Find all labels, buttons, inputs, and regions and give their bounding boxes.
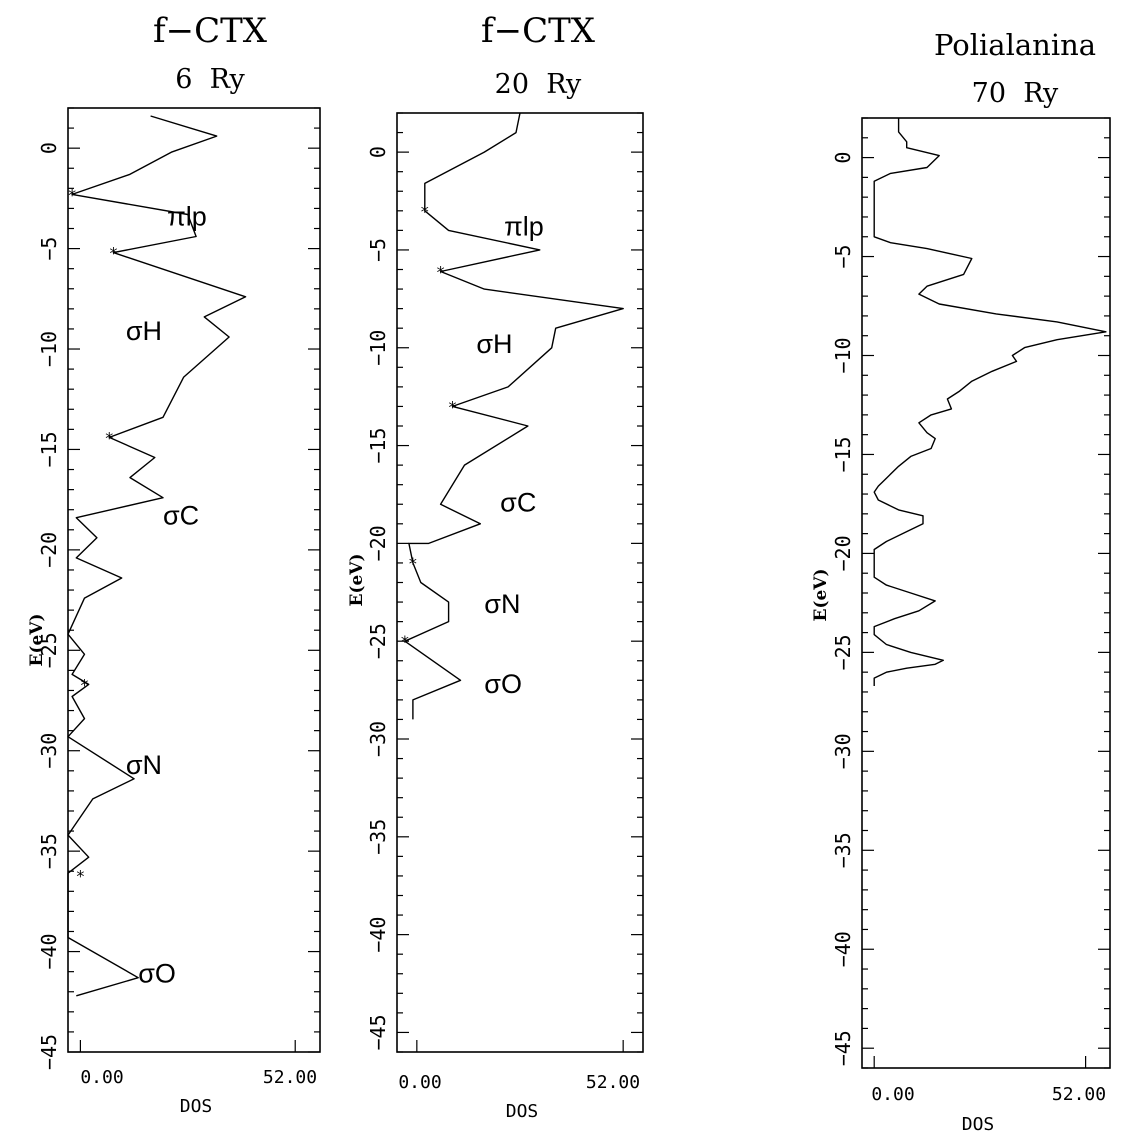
band-annotation: σN: [126, 750, 162, 780]
panel-polialanina-70ry: Polialanina 70 Ry E(eV) DOS 0.00 52.00 0…: [811, 28, 1111, 1135]
x-axis-label: DOS: [506, 1101, 539, 1122]
band-annotation: σN: [484, 589, 520, 619]
y-tick-label: −30: [37, 733, 61, 769]
y-tick-label: 0: [37, 142, 61, 154]
y-tick-label: −25: [831, 634, 855, 670]
y-axis-label: E(eV): [347, 553, 367, 606]
plot-frame: [67, 107, 321, 1053]
y-tick-label: −10: [831, 337, 855, 373]
panel-title: f−CTX: [153, 11, 268, 51]
panel-subtitle: 70 Ry: [972, 78, 1059, 109]
x-tick-label-start: 0.00: [80, 1067, 123, 1088]
star-marker: *: [421, 202, 429, 221]
x-tick-label-end: 52.00: [586, 1072, 640, 1093]
y-tick-label: −20: [831, 535, 855, 571]
band-annotation: σC: [163, 501, 199, 531]
dos-curve: [404, 112, 624, 720]
y-tick-label: −40: [37, 934, 61, 970]
y-tick-label: −40: [831, 931, 855, 967]
star-marker: *: [109, 244, 117, 263]
star-marker: *: [409, 554, 417, 573]
y-tick-label: −5: [37, 237, 61, 261]
star-marker: *: [449, 397, 457, 416]
y-tick-label: −35: [366, 819, 390, 855]
band-annotation: πlp: [167, 201, 207, 231]
y-tick-label: −25: [37, 632, 61, 668]
x-tick-label-end: 52.00: [263, 1067, 317, 1088]
y-tick-label: −15: [366, 428, 390, 464]
panel-title: f−CTX: [481, 11, 596, 51]
dos-curve: [873, 118, 1107, 686]
y-tick-label: −35: [831, 832, 855, 868]
x-axis-label: DOS: [962, 1114, 995, 1135]
x-tick-label-end: 52.00: [1052, 1084, 1106, 1105]
band-annotation: σH: [126, 316, 162, 346]
y-tick-label: −30: [366, 721, 390, 757]
band-annotation: σO: [138, 959, 176, 989]
y-tick-label: −10: [366, 330, 390, 366]
x-tick-label-start: 0.00: [871, 1084, 914, 1105]
y-tick-label: −5: [831, 244, 855, 268]
y-tick-label: −45: [37, 1034, 61, 1070]
panel-fctx-20ry: f−CTX 20 Ry E(eV) DOS 0.00 52.00 0 −5 −10 −…: [347, 11, 644, 1122]
y-tick-label: 0: [366, 146, 390, 158]
y-tick-label: −30: [831, 733, 855, 769]
panel-subtitle: 20 Ry: [495, 69, 582, 100]
star-marker: *: [437, 262, 445, 281]
plot-frame: [861, 117, 1111, 1069]
panel-title: Polialanina: [934, 28, 1096, 62]
y-tick-label: −45: [366, 1014, 390, 1050]
star-marker: *: [81, 675, 89, 694]
y-tick-label: −25: [366, 623, 390, 659]
y-tick-label: −20: [37, 532, 61, 568]
star-marker: *: [68, 185, 76, 204]
y-tick-label: −15: [831, 436, 855, 472]
y-tick-label: −5: [366, 238, 390, 262]
star-marker: *: [76, 866, 84, 885]
star-marker: *: [105, 428, 113, 447]
panel-subtitle: 6 Ry: [175, 64, 245, 95]
x-tick-label-start: 0.00: [398, 1072, 441, 1093]
dos-curve: [67, 115, 247, 997]
y-tick-label: −20: [366, 525, 390, 561]
y-axis-label: E(eV): [27, 613, 47, 666]
y-axis-label: E(eV): [811, 568, 831, 621]
y-tick-label: −10: [37, 331, 61, 367]
band-annotation: σH: [476, 329, 512, 359]
band-annotation: πlp: [504, 211, 544, 241]
y-tick-label: 0: [831, 152, 855, 164]
y-tick-label: −40: [366, 917, 390, 953]
band-annotation: σO: [484, 669, 522, 699]
panel-fctx-6ry: f−CTX 6 Ry E(eV) DOS 0.00 52.00 0 −5 −10 −1…: [27, 11, 321, 1117]
band-annotation: σC: [500, 487, 536, 517]
star-marker: *: [401, 632, 409, 651]
y-tick-label: −45: [831, 1030, 855, 1066]
x-axis-label: DOS: [180, 1096, 213, 1117]
y-tick-label: −35: [37, 833, 61, 869]
y-tick-label: −15: [37, 431, 61, 467]
